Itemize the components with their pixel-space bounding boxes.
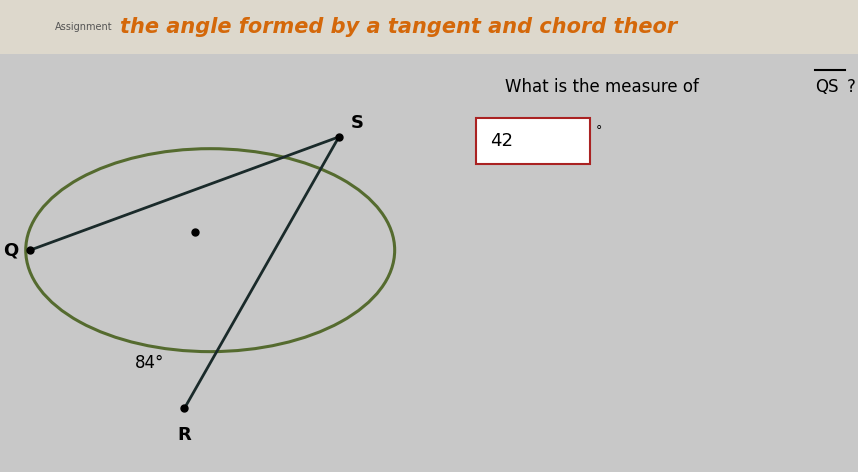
FancyBboxPatch shape: [476, 118, 590, 164]
Text: What is the measure of: What is the measure of: [505, 78, 704, 96]
Text: 42: 42: [490, 132, 513, 150]
Text: QS: QS: [815, 78, 838, 96]
Text: 84°: 84°: [135, 354, 164, 372]
Text: °: °: [596, 124, 602, 137]
Text: S: S: [351, 114, 364, 132]
Text: ?: ?: [847, 78, 856, 96]
Text: Assignment: Assignment: [55, 22, 112, 32]
Text: Q: Q: [3, 241, 18, 259]
FancyBboxPatch shape: [0, 0, 858, 54]
Text: R: R: [178, 426, 191, 444]
Text: the angle formed by a tangent and chord theor: the angle formed by a tangent and chord …: [120, 17, 677, 37]
